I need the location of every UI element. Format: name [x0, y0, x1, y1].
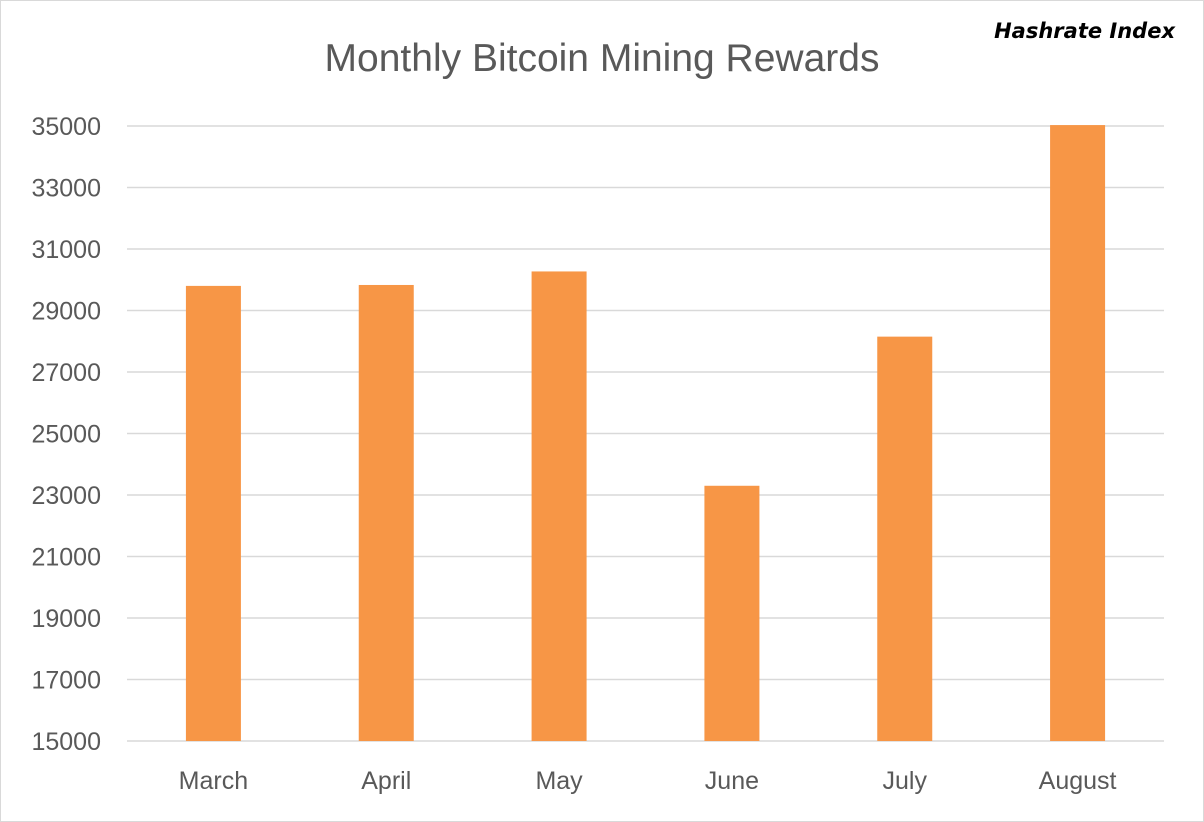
bar-august: [1050, 125, 1106, 741]
watermark-logo-text: Hashrate Index: [994, 19, 1175, 43]
bar-april: [358, 284, 414, 741]
x-tick-label: May: [535, 767, 583, 795]
y-tick-label: 19000: [31, 605, 101, 633]
y-tick-label: 15000: [31, 728, 101, 756]
x-tick-label: July: [883, 767, 928, 795]
y-tick-label: 17000: [31, 667, 101, 695]
x-tick-label: June: [705, 767, 759, 795]
bar-may: [531, 271, 587, 741]
bars: [185, 125, 1106, 741]
bar-june: [704, 485, 760, 741]
y-tick-label: 29000: [31, 298, 101, 326]
y-tick-label: 25000: [31, 421, 101, 449]
bar-march: [185, 285, 241, 741]
bar-july: [877, 336, 933, 741]
y-tick-label: 31000: [31, 236, 101, 264]
y-axis-ticks: 15000 17000 19000 21000 23000 25000 27000 29000…: [31, 113, 101, 756]
chart-title: Monthly Bitcoin Mining Rewards: [325, 37, 880, 80]
x-tick-label: August: [1039, 767, 1117, 795]
x-tick-label: March: [179, 767, 248, 795]
y-tick-label: 23000: [31, 482, 101, 510]
y-tick-label: 27000: [31, 359, 101, 387]
y-tick-label: 21000: [31, 544, 101, 572]
x-tick-label: April: [361, 767, 411, 795]
y-tick-label: 35000: [31, 113, 101, 141]
x-axis-labels: March April May June July August: [179, 767, 1117, 795]
y-tick-label: 33000: [31, 175, 101, 203]
gridlines: [127, 125, 1164, 742]
